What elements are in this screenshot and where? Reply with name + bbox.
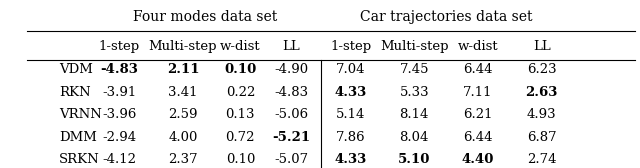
Text: -2.94: -2.94	[102, 131, 136, 144]
Text: 2.11: 2.11	[167, 63, 199, 76]
Text: -3.91: -3.91	[102, 86, 136, 99]
Text: 4.40: 4.40	[462, 153, 494, 166]
Text: 0.10: 0.10	[226, 153, 255, 166]
Text: w-dist: w-dist	[458, 40, 499, 53]
Text: -4.12: -4.12	[102, 153, 136, 166]
Text: 7.86: 7.86	[336, 131, 365, 144]
Text: 7.11: 7.11	[463, 86, 493, 99]
Text: VDM: VDM	[59, 63, 93, 76]
Text: 6.87: 6.87	[527, 131, 557, 144]
Text: Multi-step: Multi-step	[148, 40, 217, 53]
Text: 0.10: 0.10	[224, 63, 257, 76]
Text: 1-step: 1-step	[330, 40, 371, 53]
Text: -3.96: -3.96	[102, 108, 136, 121]
Text: 5.10: 5.10	[398, 153, 431, 166]
Text: 4.93: 4.93	[527, 108, 557, 121]
Text: 6.44: 6.44	[463, 131, 493, 144]
Text: 1-step: 1-step	[99, 40, 140, 53]
Text: 2.63: 2.63	[525, 86, 558, 99]
Text: 0.22: 0.22	[226, 86, 255, 99]
Text: 6.21: 6.21	[463, 108, 493, 121]
Text: 0.72: 0.72	[225, 131, 255, 144]
Text: -4.83: -4.83	[100, 63, 138, 76]
Text: -4.83: -4.83	[275, 86, 308, 99]
Text: LL: LL	[533, 40, 550, 53]
Text: LL: LL	[282, 40, 300, 53]
Text: 3.41: 3.41	[168, 86, 198, 99]
Text: 4.33: 4.33	[335, 86, 367, 99]
Text: VRNN: VRNN	[59, 108, 102, 121]
Text: Four modes data set: Four modes data set	[133, 10, 277, 25]
Text: RKN: RKN	[59, 86, 90, 99]
Text: -5.06: -5.06	[275, 108, 308, 121]
Text: 8.04: 8.04	[399, 131, 429, 144]
Text: 0.13: 0.13	[225, 108, 255, 121]
Text: 5.14: 5.14	[336, 108, 365, 121]
Text: 2.74: 2.74	[527, 153, 557, 166]
Text: -4.90: -4.90	[275, 63, 308, 76]
Text: 8.14: 8.14	[399, 108, 429, 121]
Text: 2.37: 2.37	[168, 153, 198, 166]
Text: 4.33: 4.33	[335, 153, 367, 166]
Text: 5.33: 5.33	[399, 86, 429, 99]
Text: 4.00: 4.00	[168, 131, 198, 144]
Text: 7.45: 7.45	[399, 63, 429, 76]
Text: -5.21: -5.21	[272, 131, 310, 144]
Text: 6.23: 6.23	[527, 63, 557, 76]
Text: w-dist: w-dist	[220, 40, 260, 53]
Text: 6.44: 6.44	[463, 63, 493, 76]
Text: SRKN: SRKN	[59, 153, 99, 166]
Text: 2.59: 2.59	[168, 108, 198, 121]
Text: -5.07: -5.07	[275, 153, 308, 166]
Text: Car trajectories data set: Car trajectories data set	[360, 10, 532, 25]
Text: DMM: DMM	[59, 131, 97, 144]
Text: Multi-step: Multi-step	[380, 40, 449, 53]
Text: 7.04: 7.04	[336, 63, 365, 76]
